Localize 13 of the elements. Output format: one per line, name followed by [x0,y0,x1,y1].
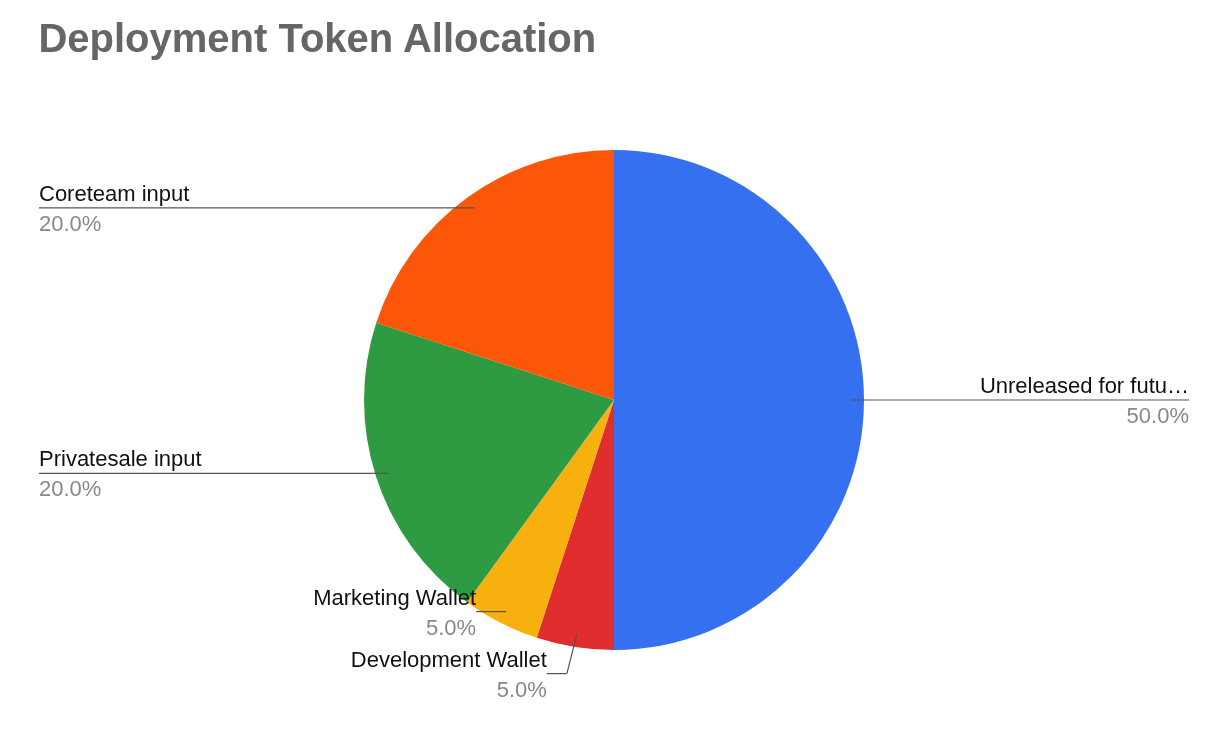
data-label: 5.0% [426,614,477,640]
data-label: 5.0% [496,676,547,702]
data-label: 50.0% [1126,403,1189,428]
slice-label: Privatesale input [39,446,202,472]
chart-title: Deployment Token Allocation [38,16,597,60]
data-label: 20.0% [39,210,102,236]
slice-label: Unreleased for futu… [979,373,1189,398]
data-label: 20.0% [39,476,102,502]
slice-label: Development Wallet [350,646,547,672]
pie-slice [376,150,614,400]
pie-slice [536,400,614,650]
pie-slice [614,150,864,650]
slice-label: Coreteam input [39,180,190,206]
